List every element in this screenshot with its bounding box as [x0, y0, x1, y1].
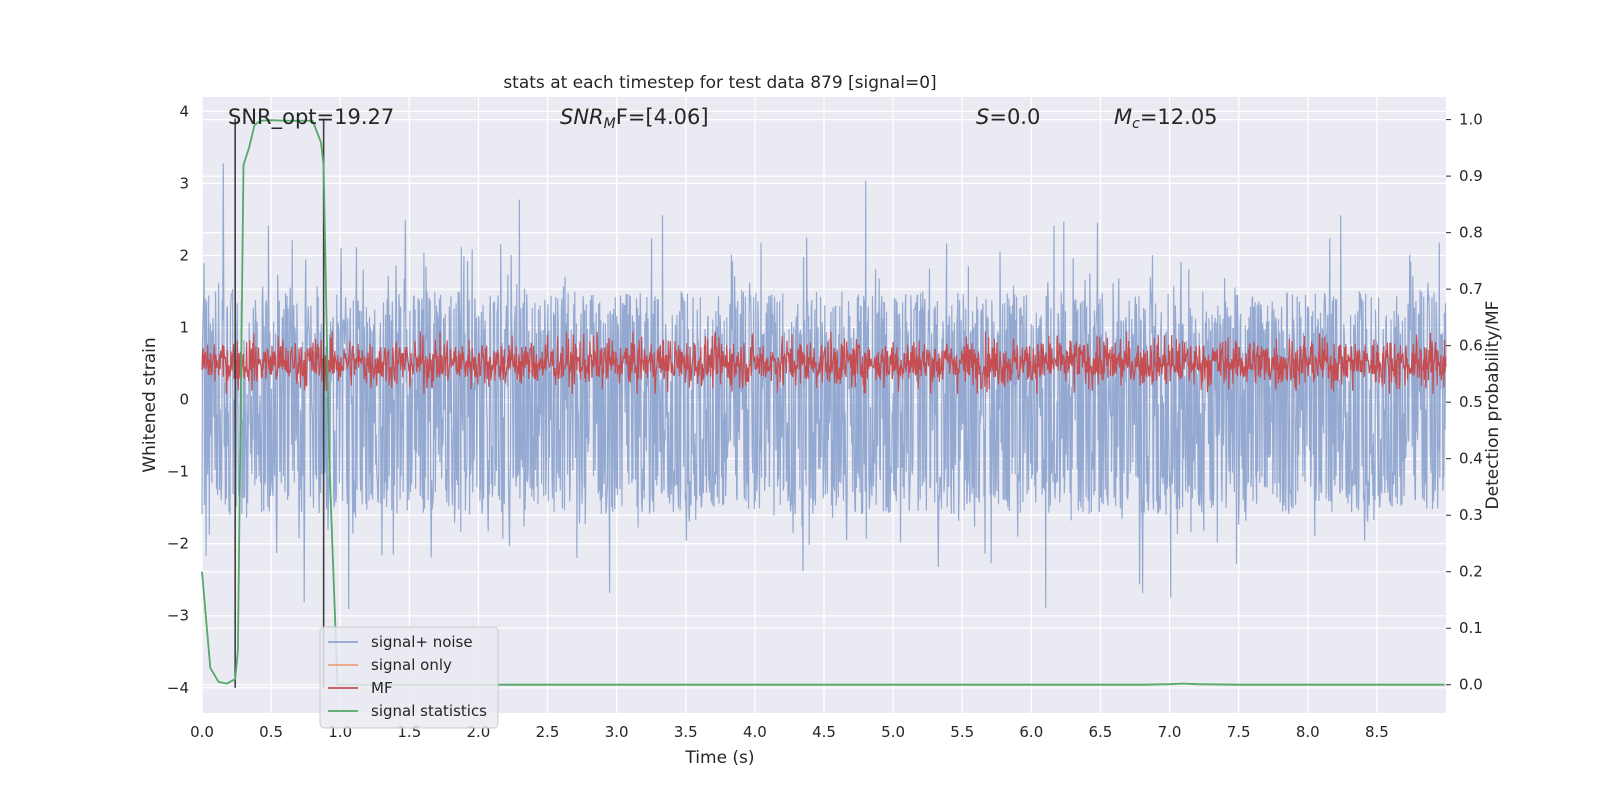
- x-tick-label: 0.0: [190, 723, 214, 741]
- y-tick-label: 1: [179, 319, 189, 337]
- annotation-s-stat-rest: =0.0: [989, 105, 1040, 129]
- data-marks: [201, 118, 1447, 688]
- y-right-tick-label: 0.2: [1459, 563, 1483, 581]
- annotation-s-stat: S=0.0: [976, 105, 1040, 129]
- x-tick-label: 2.5: [536, 723, 560, 741]
- y-axis-label: Whitened strain: [140, 337, 160, 472]
- y-right-tick-label: 1.0: [1459, 111, 1483, 129]
- legend-label: MF: [371, 679, 393, 697]
- y-right-tick-label: 0.3: [1459, 506, 1483, 524]
- y-right-tick-label: 0.6: [1459, 337, 1483, 355]
- x-tick-label: 3.5: [674, 723, 698, 741]
- annotation-mc-main: M: [1114, 105, 1132, 129]
- y-right-tick-label: 0.5: [1459, 393, 1483, 411]
- annotation-snr-mf-main: SNR: [560, 105, 604, 129]
- annotation-mc-rest: =12.05: [1140, 105, 1218, 129]
- y-tick-label: 0: [179, 391, 189, 409]
- y-right-tick-label: 0.9: [1459, 167, 1483, 185]
- y-tick-label: 2: [179, 247, 189, 265]
- chart-title: stats at each timestep for test data 879…: [503, 73, 936, 93]
- x-tick-label: 8.0: [1296, 723, 1320, 741]
- x-tick-label: 8.5: [1365, 723, 1389, 741]
- x-tick-label: 3.0: [605, 723, 629, 741]
- annotation-snr-opt: SNR_opt=19.27: [228, 105, 394, 130]
- annotation-snr-mf-rest: F=[4.06]: [616, 105, 709, 129]
- x-tick-label: 5.0: [881, 723, 905, 741]
- x-tick-label: 7.5: [1227, 723, 1251, 741]
- y-tick-label: −2: [167, 535, 189, 553]
- annotation-mc: Mc=12.05: [1114, 105, 1218, 132]
- x-tick-label: 4.5: [812, 723, 836, 741]
- legend-box: [319, 626, 499, 729]
- y-axis-right-label: Detection probability/MF: [1483, 301, 1503, 510]
- x-tick-label: 0.5: [259, 723, 283, 741]
- x-tick-label: 4.0: [743, 723, 767, 741]
- y-right-tick-label: 0.7: [1459, 280, 1483, 298]
- y-tick-label: −4: [167, 679, 189, 697]
- annotation-snr-mf-sub: M: [604, 116, 616, 132]
- series-mf-line: [201, 331, 1447, 394]
- y-right-tick-label: 0.8: [1459, 224, 1483, 242]
- y-right-tick-label: 0.0: [1459, 676, 1483, 694]
- legend-label: signal+ noise: [371, 633, 473, 651]
- tick-labels: 0.0 0.5 1.0 1.5 2.0 2.5 3.0 3.5 4.0 4.5 5.0 5.5 6.0 6…: [167, 102, 1483, 741]
- x-tick-label: 5.5: [950, 723, 974, 741]
- y-tick-label: 4: [179, 102, 189, 120]
- y-tick-label: −3: [167, 607, 189, 625]
- annotation-mc-sub: c: [1132, 116, 1140, 132]
- annotation-snr-mf: SNRMF=[4.06]: [560, 105, 709, 132]
- y-tick-label: −1: [167, 463, 189, 481]
- y-right-tick-label: 0.4: [1459, 450, 1483, 468]
- series-signal-statistics-line: [201, 119, 1445, 686]
- series-signal-noise-line: [201, 163, 1447, 610]
- y-tick-label: 3: [179, 174, 189, 192]
- x-axis-label: Time (s): [684, 748, 754, 768]
- y-right-tick-label: 0.1: [1459, 619, 1483, 637]
- legend-label: signal statistics: [371, 702, 487, 720]
- annotation-s-stat-main: S: [976, 105, 989, 129]
- legend-label: signal only: [371, 656, 452, 674]
- legend: signal+ noise signal only MF signal statist…: [319, 626, 499, 729]
- x-tick-label: 6.0: [1019, 723, 1043, 741]
- x-tick-label: 6.5: [1089, 723, 1113, 741]
- x-tick-label: 7.0: [1158, 723, 1182, 741]
